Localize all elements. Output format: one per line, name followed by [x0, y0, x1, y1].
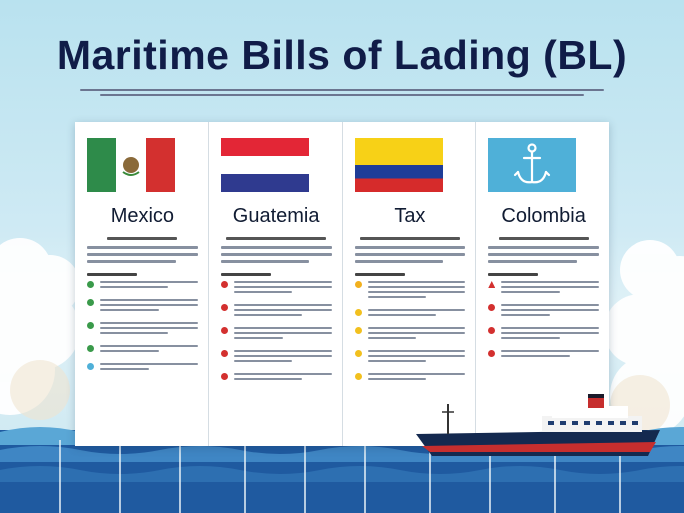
country-panels: Mexico Guatemia [75, 122, 609, 446]
section-heading [220, 273, 332, 276]
list-item [220, 280, 332, 296]
list-item [87, 280, 198, 291]
list-item [354, 280, 466, 301]
list-item [87, 298, 198, 314]
list-item [220, 372, 332, 383]
list-item [488, 280, 599, 296]
panel-subheading [488, 237, 599, 240]
panel-colombia: Colombia [476, 122, 609, 446]
panel-name: Colombia [501, 205, 586, 227]
panel-name: Guatemia [232, 205, 320, 227]
mexico-flag-icon [87, 138, 175, 192]
section-heading [87, 273, 198, 276]
section-heading [354, 273, 466, 276]
list-item [220, 349, 332, 365]
list-item [354, 349, 466, 365]
list-item [220, 326, 332, 342]
panel-guatemala: Guatemia [209, 122, 343, 446]
panel-subheading [221, 237, 332, 240]
panel-intro [220, 246, 332, 263]
list-item [488, 349, 599, 360]
list-item [354, 308, 466, 319]
guatemala-flag-icon [220, 138, 309, 192]
panel-intro [87, 246, 198, 263]
list-item [87, 362, 198, 373]
clouds-background [0, 238, 684, 435]
list-item [87, 344, 198, 355]
panel-intro [354, 246, 466, 263]
section-heading [488, 273, 599, 276]
panel-name: Mexico [110, 205, 175, 227]
list-item [220, 303, 332, 319]
colombia-flag-icon [354, 138, 443, 192]
panel-name: Tax [394, 205, 426, 227]
panel-tax: Tax [343, 122, 477, 446]
cargo-ship-icon [416, 394, 660, 456]
anchor-flag-icon [488, 138, 577, 192]
list-item [354, 372, 466, 383]
page-title: Maritime Bills of Lading (BL) [56, 32, 628, 78]
panel-subheading [87, 237, 198, 240]
panel-intro [488, 246, 599, 263]
subtitle-text [80, 86, 604, 99]
list-item [354, 326, 466, 342]
list-item [488, 303, 599, 319]
panel-subheading [355, 237, 466, 240]
panel-mexico: Mexico [75, 122, 209, 446]
list-item [87, 321, 198, 337]
list-item [488, 326, 599, 342]
